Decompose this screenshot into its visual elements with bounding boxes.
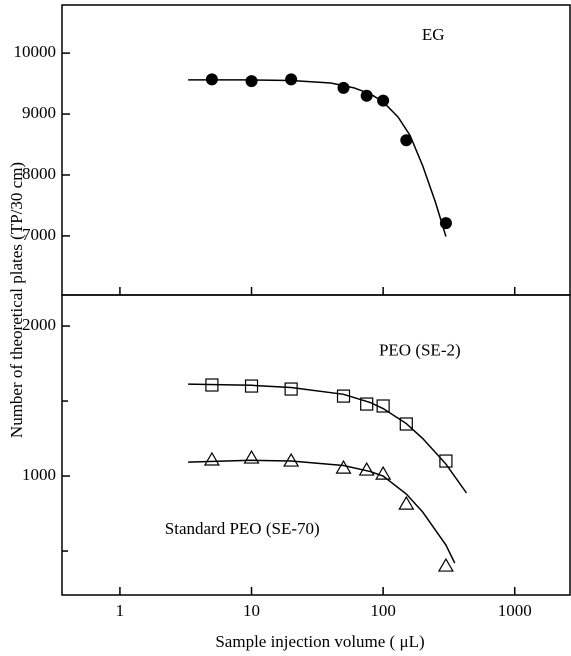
point — [437, 557, 454, 572]
y-tick-label: 7000 — [22, 225, 56, 244]
y-tick-label: 9000 — [22, 103, 56, 122]
plot-frame — [61, 294, 571, 596]
x-tick-label: 1000 — [498, 601, 532, 620]
point — [375, 465, 392, 480]
point — [243, 449, 260, 464]
point — [245, 75, 258, 88]
fit-curve — [188, 383, 468, 494]
fit-curve — [188, 79, 447, 237]
point — [203, 451, 220, 466]
point — [284, 382, 298, 396]
x-tick-label: 100 — [370, 601, 396, 620]
point — [360, 89, 373, 102]
fit-curve — [188, 459, 456, 564]
plot-frame — [61, 4, 571, 296]
point — [285, 73, 298, 86]
point — [377, 94, 390, 107]
y-tick-label: 10000 — [14, 42, 57, 61]
point — [283, 452, 300, 467]
x-axis-label: Sample injection volume ( μL) — [215, 632, 424, 651]
point — [337, 81, 350, 94]
annotation: Standard PEO (SE-70) — [165, 519, 320, 538]
point — [400, 134, 413, 147]
y-tick-label: 1000 — [22, 465, 56, 484]
annotation: PEO (SE-2) — [379, 340, 461, 359]
y-tick-label: 8000 — [22, 164, 56, 183]
point — [398, 495, 415, 510]
point — [439, 454, 453, 468]
x-tick-label: 10 — [243, 601, 260, 620]
annotation: EG — [422, 25, 445, 44]
y-tick-label: 2000 — [22, 315, 56, 334]
y-axis-label: Number of theoretical plates (TP/30 cm) — [7, 162, 26, 438]
x-tick-label: 1 — [116, 601, 125, 620]
